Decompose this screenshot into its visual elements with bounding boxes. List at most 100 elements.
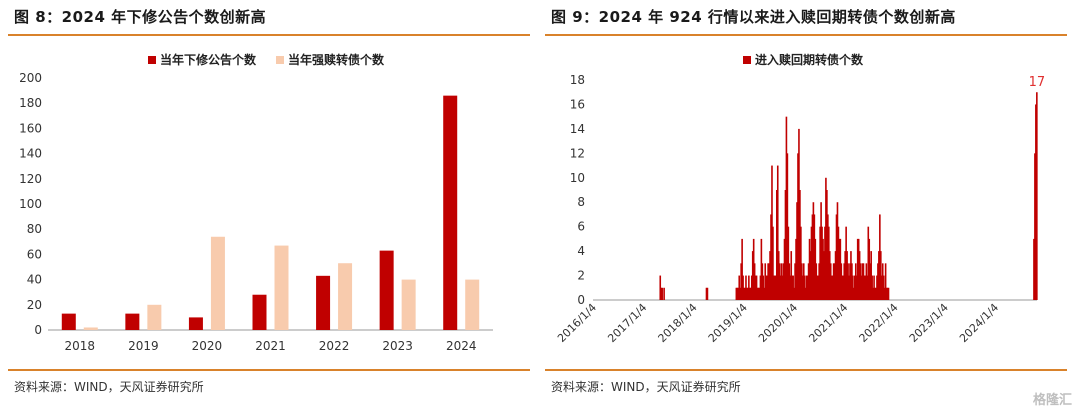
x-tick-label: 2020 <box>192 339 223 353</box>
bar <box>863 275 866 300</box>
bar <box>844 251 846 300</box>
bar <box>808 238 811 300</box>
bar <box>793 287 795 300</box>
bar <box>881 263 884 300</box>
bar <box>840 263 843 300</box>
watermark-logo: 格隆汇 <box>1032 393 1072 408</box>
legend-label: 当年下修公告个数 <box>160 52 257 67</box>
bar <box>836 202 839 300</box>
legend-swatch <box>276 56 284 64</box>
bar <box>763 287 766 300</box>
bar <box>745 275 747 300</box>
bar <box>860 275 863 300</box>
bar <box>807 263 810 300</box>
bar <box>788 263 791 300</box>
bar <box>762 275 765 300</box>
x-tick-label: 2017/1/4 <box>605 301 649 345</box>
bar <box>795 238 797 300</box>
bar <box>812 202 815 300</box>
x-tick-label: 2024/1/4 <box>957 301 1001 345</box>
bar <box>791 275 794 300</box>
y-tick-label: 6 <box>577 220 585 234</box>
bar <box>884 263 887 300</box>
bar <box>804 287 807 300</box>
bar <box>821 226 823 300</box>
bar <box>316 275 331 330</box>
bar <box>776 165 779 300</box>
bar <box>761 263 764 300</box>
y-tick-label: 120 <box>19 172 42 186</box>
bar <box>874 287 876 300</box>
bar <box>752 238 755 300</box>
bar <box>816 275 819 300</box>
bar <box>886 287 889 300</box>
y-tick-label: 12 <box>570 146 585 160</box>
bar <box>738 275 741 300</box>
bar <box>774 275 776 300</box>
bar <box>749 287 752 300</box>
bar <box>876 275 878 300</box>
bar <box>771 165 773 300</box>
bar <box>754 275 757 300</box>
figure-8-panel: 图 8：2024 年下修公告个数创新高 当年下修公告个数 当年强赎转债个数 0 20 4… <box>8 0 538 414</box>
bar <box>188 317 203 330</box>
bar <box>827 214 829 300</box>
bar <box>781 275 784 300</box>
bar <box>824 226 826 300</box>
bar <box>880 275 883 300</box>
bar <box>759 275 762 300</box>
bar <box>809 251 812 300</box>
bar <box>753 263 756 300</box>
x-tick-label: 2022 <box>319 339 350 353</box>
bar <box>871 275 873 300</box>
bar <box>810 226 813 300</box>
bar <box>660 287 663 300</box>
bar <box>741 238 743 300</box>
y-tick-label: 0 <box>577 293 585 307</box>
bar <box>750 275 753 300</box>
bar <box>814 238 817 300</box>
bar <box>765 275 767 300</box>
bar <box>755 275 758 300</box>
x-tick-label: 2023/1/4 <box>907 301 951 345</box>
chart-legend: 当年下修公告个数 当年强赎转债个数 <box>148 52 385 67</box>
bar <box>742 275 744 300</box>
bar <box>883 287 886 300</box>
x-tick-label: 2016/1/4 <box>555 301 599 345</box>
bar <box>870 251 872 300</box>
bar <box>875 287 877 300</box>
y-tick-label: 180 <box>19 96 42 110</box>
bar <box>873 275 875 300</box>
bar <box>379 250 394 330</box>
bar <box>822 238 824 300</box>
bar <box>825 177 827 300</box>
y-tick-label: 2 <box>577 269 585 283</box>
bar <box>833 263 836 300</box>
figure-8-source: 资料来源：WIND，天风证券研究所 <box>14 380 204 394</box>
bar <box>767 263 769 300</box>
legend-swatch <box>148 56 156 64</box>
bar <box>794 263 796 300</box>
figure-8-bar-chart: 当年下修公告个数 当年强赎转债个数 0 20 40 60 80 100 120 140 160 180… <box>19 52 493 353</box>
y-tick-label: 20 <box>27 298 42 312</box>
title-rule <box>8 34 530 36</box>
bar <box>818 263 820 300</box>
bar <box>785 116 788 301</box>
bar <box>252 294 267 330</box>
x-tick-label: 2019 <box>128 339 159 353</box>
bar <box>867 226 870 300</box>
figure-9-bar-chart: 进入赎回期转债个数 0 2 4 6 8 10 12 14 16 18 17 2016/1/4 2017/1… <box>555 52 1045 345</box>
bar <box>842 275 845 300</box>
bar <box>859 263 862 300</box>
bar <box>879 214 881 300</box>
bar <box>837 226 840 300</box>
bar <box>661 287 663 300</box>
bar <box>834 251 837 300</box>
bar <box>838 238 841 300</box>
bar <box>851 263 853 300</box>
bar <box>443 95 458 330</box>
bar <box>779 275 782 300</box>
bar <box>777 251 780 300</box>
bar <box>843 263 846 300</box>
bar <box>797 153 799 300</box>
